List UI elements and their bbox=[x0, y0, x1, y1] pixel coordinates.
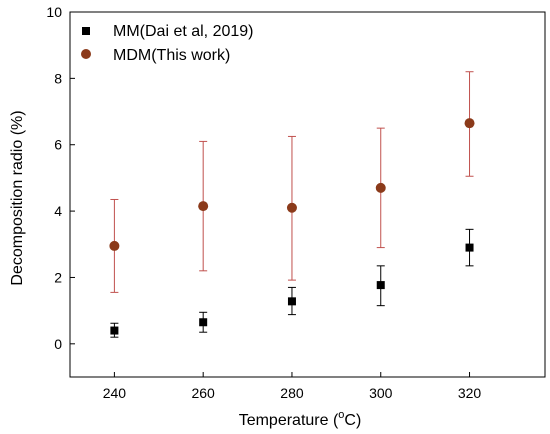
y-tick-label: 8 bbox=[54, 70, 62, 86]
series-mdm bbox=[109, 71, 475, 293]
series-layer bbox=[109, 71, 475, 338]
data-point-circle bbox=[464, 118, 475, 129]
x-tick-label: 240 bbox=[103, 385, 127, 401]
y-tick-label: 2 bbox=[54, 269, 62, 285]
x-axis-title: Temperature (oC) bbox=[239, 409, 362, 429]
x-tick-label: 300 bbox=[369, 385, 393, 401]
legend-label-mdm: MDM(This work) bbox=[113, 47, 230, 64]
y-axis-title: Decomposition radio (%) bbox=[9, 110, 26, 285]
legend-label-mm: MM(Dai et al, 2019) bbox=[113, 23, 254, 40]
data-point-square bbox=[110, 326, 119, 335]
data-point-circle bbox=[109, 240, 120, 251]
data-point-square bbox=[199, 318, 208, 327]
x-axis-title-main: Temperature ( bbox=[239, 412, 339, 429]
plot-frame bbox=[69, 11, 546, 378]
x-tick-label: 320 bbox=[458, 385, 482, 401]
x-axis-title-unit: C) bbox=[344, 412, 361, 429]
legend-marker-mdm bbox=[81, 49, 91, 59]
data-point-circle bbox=[198, 201, 209, 212]
y-tick-label: 10 bbox=[46, 4, 62, 20]
data-point-circle bbox=[286, 202, 297, 213]
legend: MM(Dai et al, 2019) MDM(This work) bbox=[81, 23, 254, 64]
x-axis-ticks: 240 260 280 300 320 bbox=[103, 372, 482, 401]
series-mm bbox=[110, 228, 474, 338]
y-axis-ticks: 0 2 4 6 8 10 bbox=[46, 4, 75, 352]
x-tick-label: 260 bbox=[191, 385, 215, 401]
y-tick-label: 4 bbox=[54, 203, 62, 219]
y-tick-label: 6 bbox=[54, 137, 62, 153]
legend-marker-mm bbox=[82, 27, 90, 35]
data-point-square bbox=[465, 243, 474, 252]
data-point-square bbox=[287, 297, 296, 306]
x-tick-label: 280 bbox=[280, 385, 304, 401]
data-point-circle bbox=[375, 182, 386, 193]
data-point-square bbox=[376, 281, 385, 290]
x-axis-title-superscript: o bbox=[338, 409, 344, 421]
y-tick-label: 0 bbox=[54, 336, 62, 352]
